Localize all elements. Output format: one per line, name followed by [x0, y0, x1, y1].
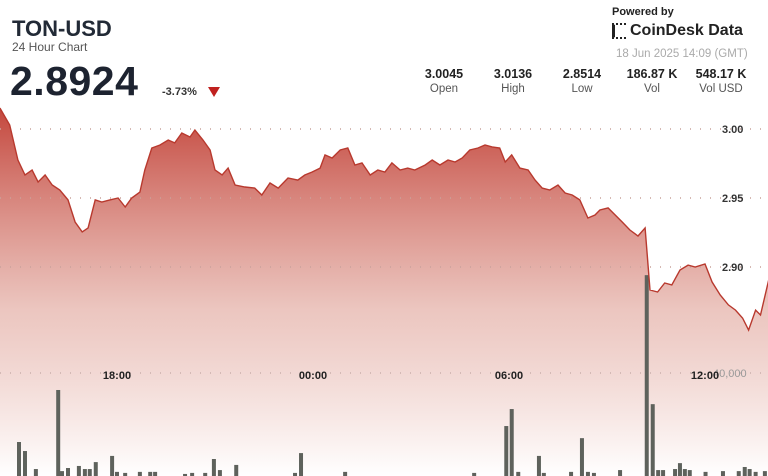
volume-bar [123, 472, 128, 476]
volume-bar [656, 470, 661, 476]
volume-bar [536, 455, 541, 476]
volume-bar [569, 471, 574, 476]
price-tick-label: 3.00 [722, 124, 743, 136]
volume-bar [516, 471, 521, 476]
volume-bar [190, 472, 195, 476]
volume-bar [56, 389, 61, 476]
pair-title: TON-USD [12, 16, 112, 41]
volume-bar [720, 471, 725, 476]
stat-value: 2.8514 [562, 67, 602, 81]
volume-bar [591, 472, 596, 476]
volume-bar [110, 455, 115, 476]
volume-bar [87, 469, 92, 476]
volume-bar [66, 468, 70, 476]
stat-open: 3.0045 Open [409, 67, 479, 95]
volume-bar [682, 469, 687, 476]
volume-bar [153, 471, 158, 476]
volume-bar [742, 466, 747, 476]
volume-bar [82, 469, 87, 476]
volume-bar [618, 470, 623, 476]
volume-bar [747, 469, 752, 476]
stat-label: Low [571, 83, 593, 95]
time-tick-label: 18:00 [103, 370, 131, 382]
stat-value: 548.17 K [695, 67, 747, 81]
stat-vol: 186.87 K Vol [617, 67, 687, 95]
coindesk-logo: CoinDesk Data [612, 22, 743, 40]
stat-label: High [501, 83, 525, 95]
volume-bar [17, 442, 21, 476]
volume-bar [293, 472, 298, 476]
volume-bar [148, 471, 153, 476]
price-tick-label: 2.90 [722, 262, 743, 274]
stat-vol-usd: 548.17 K Vol USD [686, 67, 756, 95]
powered-by-label: Powered by [612, 6, 674, 18]
volume-bar [650, 404, 655, 476]
volume-bar [299, 453, 304, 476]
volume-bar [504, 426, 509, 476]
stat-label: Vol [644, 83, 660, 95]
volume-bar [736, 471, 741, 476]
volume-bar [703, 471, 708, 476]
volume-bar [234, 464, 239, 476]
stat-value: 3.0136 [493, 67, 533, 81]
stat-high: 3.0136 High [478, 67, 548, 95]
volume-bar [687, 470, 692, 476]
volume-bar [211, 459, 216, 476]
chart-subtitle: 24 Hour Chart [12, 40, 88, 54]
price-tick-label: 2.95 [722, 193, 743, 205]
volume-bar [661, 470, 666, 476]
volume-bar [115, 471, 119, 476]
volume-bar [343, 471, 348, 476]
volume-bar [60, 471, 65, 476]
volume-bar [677, 463, 682, 476]
time-tick-label: 06:00 [495, 370, 523, 382]
timestamp: 18 Jun 2025 14:09 (GMT) [616, 48, 748, 60]
stat-value: 3.0045 [424, 67, 464, 81]
volume-bar [509, 409, 514, 476]
volume-tick-label: 40,000 [713, 368, 747, 380]
volume-bar [644, 275, 649, 476]
volume-bar [76, 465, 81, 476]
volume-bar [93, 462, 98, 476]
brand-name: CoinDesk Data [630, 22, 743, 39]
price-area [0, 108, 768, 476]
volume-bar [472, 472, 477, 476]
volume-bar [22, 451, 27, 476]
stat-label: Vol USD [699, 83, 743, 95]
volume-bar [585, 471, 590, 476]
volume-bar [183, 473, 188, 476]
stat-value: 186.87 K [626, 67, 678, 81]
volume-bar [541, 472, 546, 476]
volume-bar [203, 472, 208, 476]
current-price: 2.8924 [10, 58, 139, 104]
volume-bar [137, 471, 142, 476]
volume-bar [33, 469, 38, 476]
price-change: -3.73% [162, 86, 197, 98]
volume-bar [673, 469, 678, 476]
volume-bar [217, 470, 222, 476]
volume-bar [579, 438, 584, 476]
stat-low: 2.8514 Low [547, 67, 617, 95]
coindesk-logo-icon [612, 23, 626, 39]
volume-bar [753, 471, 758, 476]
volume-bar [762, 471, 767, 476]
time-tick-label: 00:00 [299, 370, 327, 382]
down-arrow-icon [208, 87, 220, 97]
price-line [0, 107, 768, 332]
stat-label: Open [429, 83, 459, 95]
time-tick-label: 12:00 [691, 370, 719, 382]
